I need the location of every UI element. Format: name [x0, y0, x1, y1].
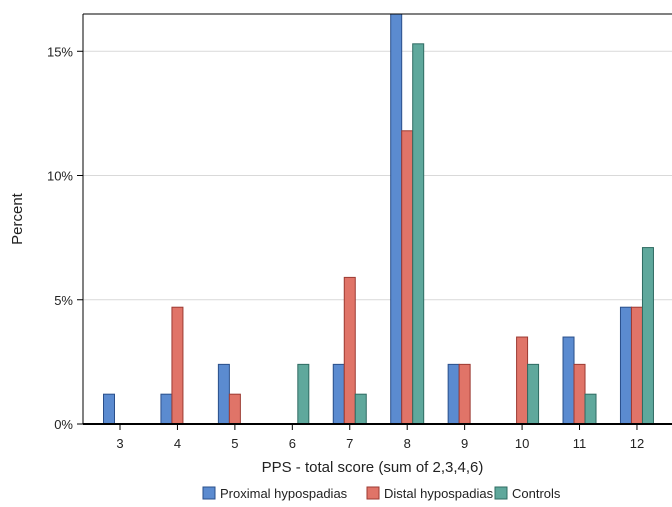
bar-proximal-hypospadias-7 [332, 363, 345, 425]
x-tick-label: 8 [404, 436, 411, 451]
y-axis-title: Percent [9, 192, 26, 245]
x-tick-label: 3 [116, 436, 123, 451]
x-tick-label: 10 [515, 436, 529, 451]
bar-distal-hypospadias-9 [458, 363, 471, 425]
bar-proximal-hypospadias-11 [562, 336, 575, 425]
x-tick-label: 4 [174, 436, 181, 451]
bar-proximal-hypospadias-9 [447, 363, 460, 425]
x-tick-label: 6 [289, 436, 296, 451]
x-tick-label: 7 [346, 436, 353, 451]
bar-distal-hypospadias-7 [343, 276, 356, 425]
bar-controls-6 [297, 363, 310, 425]
bar-controls-10 [527, 363, 540, 425]
legend-label-proximal-hypospadias: Proximal hypospadias [220, 486, 348, 501]
x-tick-label: 5 [231, 436, 238, 451]
legend-swatch-controls [494, 486, 508, 500]
bar-distal-hypospadias-10 [516, 336, 529, 425]
bar-controls-11 [584, 393, 597, 425]
legend-swatch-distal-hypospadias [366, 486, 380, 500]
x-axis-ticks: 3 4 5 6 7 8 9 10 11 12 [116, 424, 644, 451]
y-tick-label: 10% [47, 169, 73, 184]
bar-proximal-hypospadias-8 [390, 13, 403, 425]
bar-controls-12 [641, 247, 654, 425]
x-tick-label: 9 [461, 436, 468, 451]
legend-swatch-proximal-hypospadias [202, 486, 216, 500]
x-tick-label: 11 [573, 436, 587, 451]
bar-proximal-hypospadias-5 [217, 363, 230, 425]
bar-distal-hypospadias-11 [573, 363, 586, 425]
legend-label-controls: Controls [512, 486, 561, 501]
bar-distal-hypospadias-5 [228, 393, 241, 425]
bar-proximal-hypospadias-3 [103, 393, 115, 425]
y-tick-label: 5% [54, 293, 73, 308]
bar-controls-7 [354, 393, 367, 425]
y-axis-ticks: 0% 5% 10% 15% [47, 44, 83, 432]
bar-distal-hypospadias-4 [171, 306, 184, 425]
grid-lines [83, 50, 672, 301]
y-tick-label: 15% [47, 44, 73, 59]
bar-distal-hypospadias-12 [630, 306, 643, 425]
bar-proximal-hypospadias-4 [160, 393, 173, 425]
legend-label-distal-hypospadias: Distal hypospadias [384, 486, 494, 501]
bar-distal-hypospadias-8 [401, 130, 414, 425]
x-axis-title: PPS - total score (sum of 2,3,4,6) [262, 459, 484, 476]
y-tick-label: 0% [54, 417, 73, 432]
bar-controls-8 [412, 43, 425, 425]
x-tick-label: 12 [630, 436, 644, 451]
bar-proximal-hypospadias-12 [619, 306, 632, 425]
legend: Proximal hypospadias Distal hypospadias Co… [202, 486, 561, 501]
bars [103, 13, 654, 425]
